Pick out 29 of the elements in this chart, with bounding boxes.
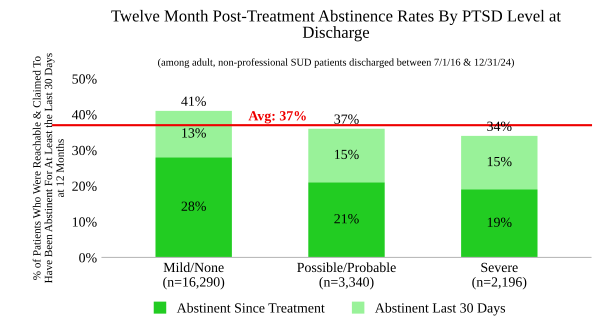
x-tick-label: Possible/Probable (n=3,340) (297, 262, 396, 290)
data-label: 28% (182, 202, 206, 211)
ref-line-label: Avg: 37% (248, 111, 306, 124)
data-label: 13% (182, 128, 206, 138)
bar (155, 110, 232, 158)
bar (308, 128, 385, 182)
data-label: 15% (334, 150, 359, 160)
y-tick-label: 30% (72, 146, 97, 156)
x-tick-label: Mild/None (n=16,290) (163, 262, 224, 290)
bar (461, 136, 538, 190)
y-tick-label: 50% (72, 74, 97, 84)
total-label: 37% (334, 114, 359, 124)
y-tick-label: 20% (72, 182, 97, 191)
bar (155, 157, 232, 258)
y-axis-title: % of Patients Who Were Reachable & Claimed To Have Been Abstinent For At Least the Last 30 Days at 12 Months (32, 53, 64, 284)
bar (461, 190, 538, 258)
data-label: 15% (488, 156, 512, 166)
total-label: 41% (181, 96, 206, 106)
bar (308, 182, 385, 258)
data-label: 21% (334, 214, 359, 224)
y-tick-label: 40% (72, 110, 97, 120)
x-tick-label: Severe (n=2,196) (472, 262, 526, 290)
data-label: 19% (488, 218, 512, 228)
legend-label: Abstinent Since Treatment (176, 302, 325, 313)
y-tick-label: 0% (79, 253, 97, 262)
chart-title: Twelve Month Post-Treatment Abstinence Rates By PTSD Level at Discharge (111, 10, 561, 42)
y-tick-label: 10% (72, 217, 97, 227)
chart-subtitle: (among adult, non-professional SUD patients discharged between 7/1/16 & 12/31/24) (158, 58, 514, 68)
legend-label: Abstinent Last 30 Days (374, 302, 506, 316)
